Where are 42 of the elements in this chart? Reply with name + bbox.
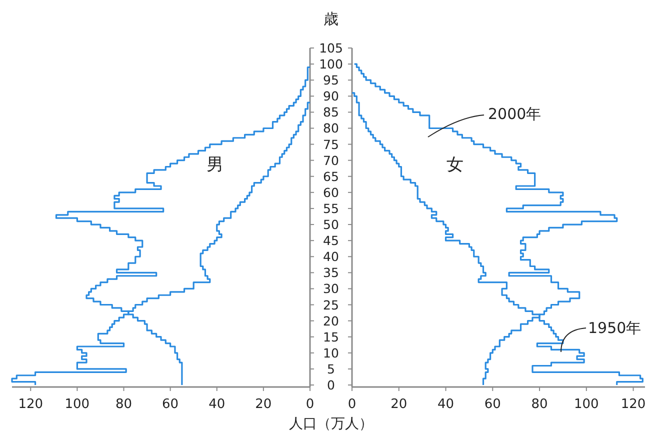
y-axis-title: 歳 — [324, 10, 338, 28]
x-tick-label: 80 — [115, 397, 132, 412]
x-tick-label: 40 — [437, 397, 454, 412]
x-tick-label: 120 — [620, 397, 646, 412]
y-tick-label: 30 — [323, 281, 339, 296]
y-tick-label: 65 — [323, 168, 339, 184]
y-tick-label: 75 — [323, 136, 339, 152]
y-tick-label: 90 — [323, 88, 339, 104]
x-tick-label: 120 — [18, 397, 44, 412]
y-tick-label: 95 — [323, 72, 339, 88]
x-tick-label: 80 — [531, 397, 548, 412]
annotation: 女 — [446, 155, 464, 175]
y-tick-label: 60 — [323, 184, 339, 200]
y-tick-label: 50 — [323, 217, 339, 232]
y-tick-label: 15 — [323, 329, 339, 344]
y-tick-label: 20 — [323, 313, 339, 328]
x-tick-label: 60 — [162, 397, 179, 412]
x-tick-label: 0 — [348, 397, 356, 412]
series-label: 2000年 — [488, 105, 542, 123]
y-tick-label: 85 — [323, 104, 339, 120]
y-tick-label: 40 — [323, 249, 339, 264]
x-tick-label: 60 — [484, 397, 501, 412]
x-tick-label: 40 — [208, 397, 226, 412]
y-tick-label: 10 — [323, 345, 339, 360]
y-tick-label: 0 — [327, 378, 336, 392]
x-tick-label: 100 — [64, 397, 90, 412]
y-tick-label: 25 — [323, 297, 339, 312]
y-tick-label: 100 — [319, 56, 343, 72]
series-label: 1950年 — [588, 319, 642, 337]
x-tick-label: 20 — [255, 397, 272, 412]
y-tick-label: 55 — [323, 200, 339, 216]
y-tick-label: 5 — [327, 361, 335, 376]
y-tick-label: 35 — [323, 265, 339, 280]
y-tick-label: 45 — [323, 233, 339, 248]
y-tick-label: 70 — [323, 152, 339, 168]
x-tick-label: 0 — [306, 397, 314, 412]
annotation: 男 — [206, 155, 224, 175]
x-axis-title: 人口（万人） — [289, 416, 373, 432]
x-tick-label: 100 — [574, 397, 599, 412]
y-tick-label: 105 — [319, 40, 343, 56]
x-tick-label: 20 — [390, 397, 408, 412]
y-tick-label: 80 — [323, 120, 339, 136]
